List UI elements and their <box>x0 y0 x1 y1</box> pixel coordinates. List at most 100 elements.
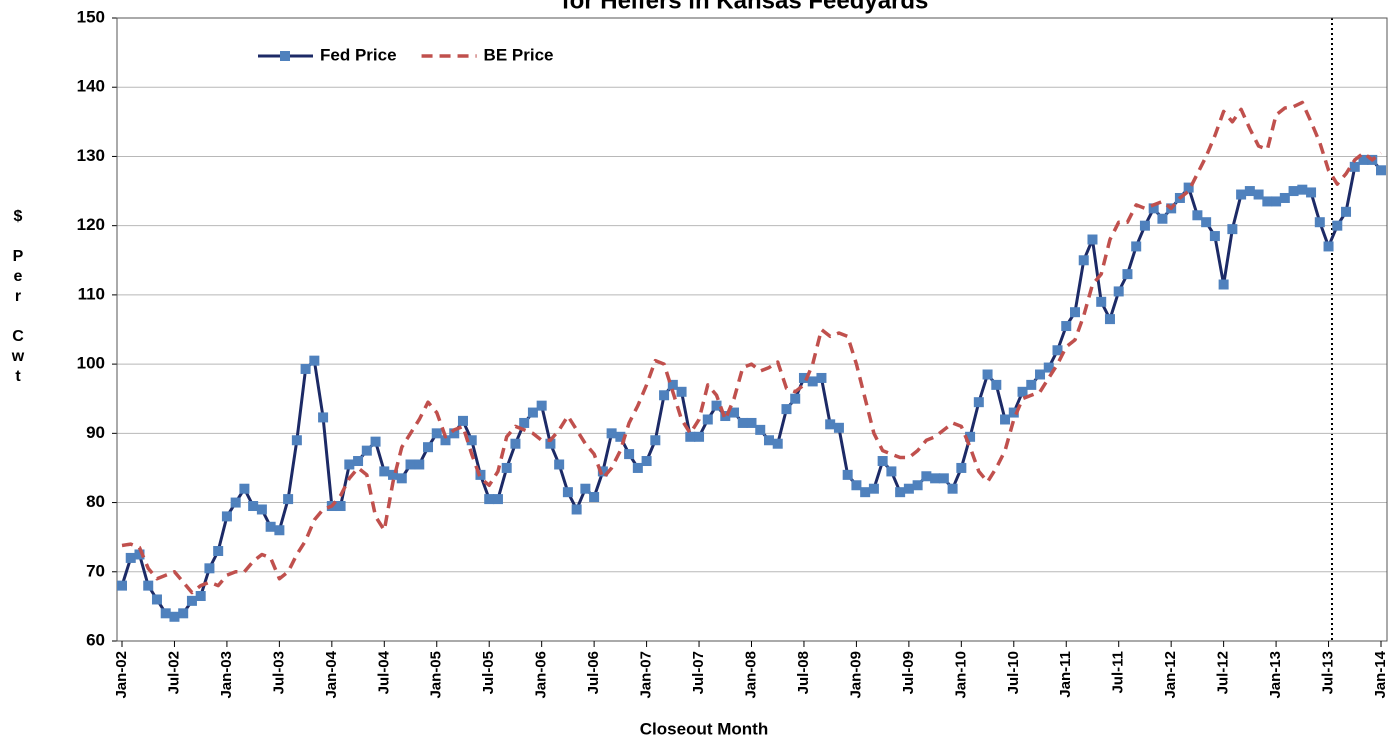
x-tick-label: Jul-09 <box>900 651 917 694</box>
data-point <box>562 487 573 498</box>
x-tick-label: Jul-02 <box>165 651 182 694</box>
legend-marker <box>280 51 290 61</box>
data-point <box>283 494 294 505</box>
data-point <box>300 363 311 374</box>
data-point <box>1008 407 1019 418</box>
data-point <box>309 355 320 366</box>
data-point <box>1332 220 1343 231</box>
data-point <box>641 456 652 467</box>
data-point <box>501 462 512 473</box>
data-point <box>956 462 967 473</box>
data-point <box>632 462 643 473</box>
data-point <box>624 449 635 460</box>
data-point <box>790 393 801 404</box>
y-tick-label: 150 <box>77 7 105 26</box>
data-point <box>1218 279 1229 290</box>
data-point <box>868 483 879 494</box>
data-point <box>195 591 206 602</box>
x-tick-label: Jan-03 <box>218 651 235 699</box>
x-tick-label: Jan-09 <box>847 651 864 699</box>
data-point <box>755 424 766 435</box>
data-point <box>431 428 442 439</box>
data-point <box>248 501 259 512</box>
y-tick-label: 110 <box>78 284 105 303</box>
data-point <box>685 431 696 442</box>
data-point <box>991 379 1002 390</box>
x-tick-label: Jan-07 <box>638 651 655 699</box>
x-tick-label: Jul-13 <box>1320 651 1337 694</box>
data-point <box>204 563 215 574</box>
data-point <box>921 471 932 482</box>
data-point <box>1262 196 1273 207</box>
legend-label: Fed Price <box>320 45 397 64</box>
data-point <box>895 487 906 498</box>
data-point <box>1183 182 1194 193</box>
data-point <box>694 431 705 442</box>
y-tick-label: 80 <box>86 492 105 511</box>
data-point <box>117 580 127 591</box>
data-point <box>842 469 853 480</box>
x-tick-label: Jan-14 <box>1372 650 1389 698</box>
data-point <box>798 372 809 383</box>
series-line <box>121 100 1383 595</box>
data-point <box>1358 154 1369 165</box>
data-point <box>1349 161 1360 172</box>
data-point <box>545 438 556 449</box>
data-point <box>510 438 521 449</box>
x-tick-label: Jan-13 <box>1267 651 1284 699</box>
data-point <box>379 466 390 477</box>
data-point <box>1341 206 1352 217</box>
data-point <box>291 435 302 446</box>
data-point <box>580 483 591 494</box>
data-point <box>1069 307 1080 318</box>
data-point <box>1026 379 1037 390</box>
data-point <box>353 456 364 467</box>
y-tick-label: 70 <box>86 561 105 580</box>
data-point <box>414 459 425 470</box>
data-point <box>213 546 224 557</box>
data-point <box>886 466 897 477</box>
x-tick-label: Jan-06 <box>533 651 550 699</box>
x-tick-label: Jul-11 <box>1110 651 1127 694</box>
data-point <box>1113 286 1124 297</box>
data-point <box>737 417 748 428</box>
data-point <box>370 436 381 447</box>
x-tick-label: Jul-03 <box>270 651 287 694</box>
data-point <box>143 580 154 591</box>
data-point <box>405 459 416 470</box>
data-point <box>807 376 818 387</box>
chart-title: for Heifers in Kansas Feedyards <box>562 0 929 14</box>
data-point <box>466 435 477 446</box>
y-tick-label: 120 <box>77 215 105 234</box>
x-tick-label: Jan-08 <box>742 651 759 699</box>
data-point <box>1288 186 1299 197</box>
data-point <box>186 595 197 606</box>
data-point <box>702 414 713 425</box>
data-point <box>711 400 722 411</box>
x-tick-label: Jan-04 <box>323 650 340 698</box>
x-tick-label: Jan-02 <box>113 651 130 699</box>
legend-label: BE Price <box>484 45 554 64</box>
data-point <box>1209 231 1220 242</box>
data-point <box>361 445 372 456</box>
data-point <box>1323 241 1334 252</box>
data-point <box>449 428 460 439</box>
x-tick-label: Jul-07 <box>690 651 707 694</box>
data-point <box>833 422 844 433</box>
x-tick-label: Jul-06 <box>585 651 602 694</box>
data-point <box>1279 192 1290 203</box>
data-point <box>982 369 993 380</box>
data-point <box>912 480 923 491</box>
data-point <box>1236 189 1247 200</box>
data-point <box>1227 224 1238 235</box>
data-point <box>965 431 976 442</box>
data-point <box>160 608 171 619</box>
data-point <box>1122 269 1133 280</box>
data-point <box>1104 314 1115 325</box>
data-point <box>1087 234 1098 245</box>
data-point <box>667 379 678 390</box>
data-point <box>169 611 180 622</box>
data-point <box>1297 184 1308 195</box>
data-point <box>396 473 407 484</box>
data-point <box>930 473 941 484</box>
